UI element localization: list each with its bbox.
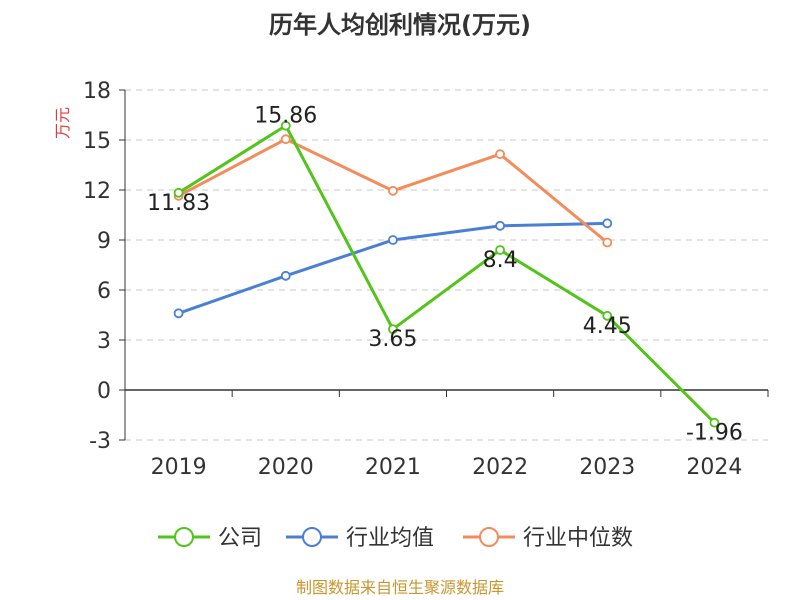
chart-title: 历年人均创利情况(万元) xyxy=(269,11,531,39)
y-tick-label: 9 xyxy=(97,229,111,254)
data-labels: 11.83 15.86 3.65 8.4 4.45 -1.96 xyxy=(147,104,743,446)
data-point xyxy=(388,235,398,245)
data-point xyxy=(602,237,613,248)
data-point xyxy=(495,245,505,255)
x-tick-label: 2023 xyxy=(579,455,635,480)
data-point xyxy=(495,149,505,160)
y-tick-label: 15 xyxy=(83,129,111,154)
data-label: 11.83 xyxy=(147,191,210,216)
data-point xyxy=(495,220,505,231)
series-line-0 xyxy=(177,124,716,424)
grid xyxy=(125,89,768,441)
data-point xyxy=(602,310,613,321)
data-point xyxy=(388,324,398,335)
axes: 18 15 12 9 6 3 0 -3 2019 2020 2021 2022 2023 2024 xyxy=(83,79,769,480)
y-axis-label: 万元 xyxy=(53,107,72,139)
data-point xyxy=(602,218,613,229)
data-point xyxy=(173,187,184,198)
data-point xyxy=(388,185,398,196)
y-tick-label: 12 xyxy=(83,179,111,204)
legend-marker xyxy=(479,527,499,547)
x-tick-label: 2021 xyxy=(365,455,421,480)
x-tick-label: 2024 xyxy=(686,455,742,480)
data-point xyxy=(280,120,291,131)
y-tick-label: 3 xyxy=(97,329,111,354)
legend-marker xyxy=(302,527,322,547)
legend-marker xyxy=(174,527,194,547)
legend-label: 行业均值 xyxy=(346,526,434,551)
data-label: 3.65 xyxy=(368,327,417,352)
series-layer xyxy=(173,120,720,428)
legend-label: 行业中位数 xyxy=(523,526,633,551)
data-label: 8.4 xyxy=(483,248,518,273)
y-tick-label: -3 xyxy=(89,429,111,454)
x-tick-label: 2019 xyxy=(151,455,207,480)
y-tick-label: 0 xyxy=(97,379,111,404)
data-label: 4.45 xyxy=(583,314,632,339)
data-point xyxy=(709,417,720,428)
data-point xyxy=(280,270,291,281)
data-label: 15.86 xyxy=(254,104,317,129)
data-point xyxy=(173,308,184,319)
legend-label: 公司 xyxy=(218,526,262,551)
data-label: -1.96 xyxy=(686,421,743,446)
data-point xyxy=(280,134,291,145)
legend: 公司 行业均值 行业中位数 xyxy=(158,526,633,551)
source-note: 制图数据来自恒生聚源数据库 xyxy=(296,578,504,597)
x-tick-label: 2022 xyxy=(472,455,528,480)
x-tick-label: 2020 xyxy=(258,455,314,480)
y-tick-label: 6 xyxy=(97,279,111,304)
y-tick-label: 18 xyxy=(83,79,111,104)
